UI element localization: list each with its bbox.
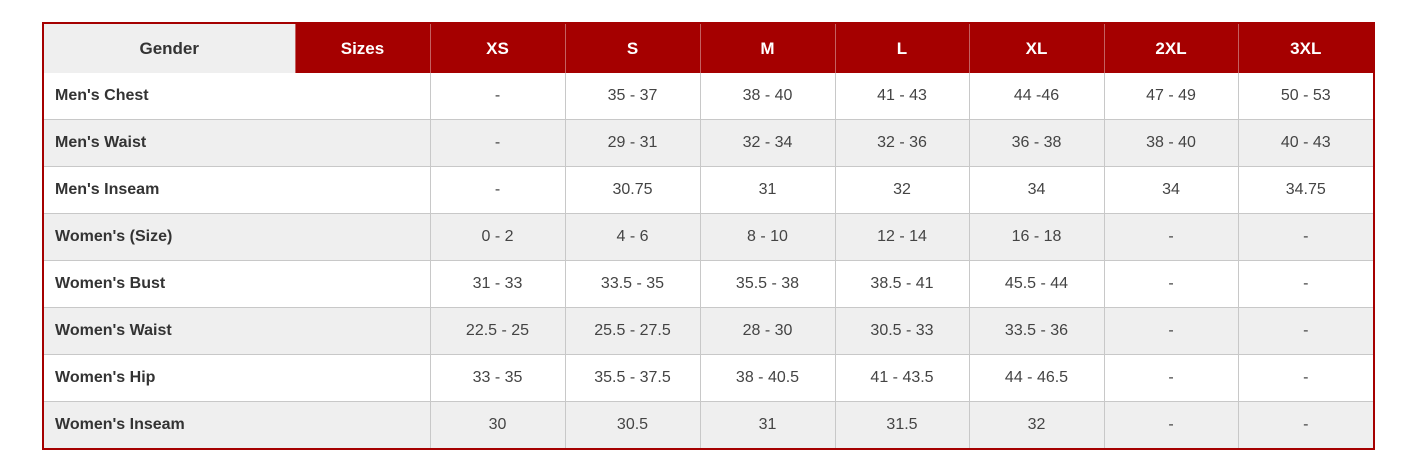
cell: 34 bbox=[1103, 166, 1238, 214]
header-cell: XS bbox=[429, 23, 565, 73]
cell: - bbox=[1237, 307, 1374, 355]
header-cell: XL bbox=[968, 23, 1104, 73]
row-label: Men's Waist bbox=[43, 119, 430, 167]
row-label: Men's Chest bbox=[43, 73, 430, 120]
cell: 8 - 10 bbox=[699, 213, 835, 261]
cell: 34.75 bbox=[1237, 166, 1374, 214]
cell: 30.5 - 33 bbox=[834, 307, 969, 355]
table-body: Men's Chest -35 - 37 38 - 40 41 - 43 44 -46 4… bbox=[43, 73, 1374, 449]
row-label: Women's Hip bbox=[43, 354, 430, 402]
header-cell: M bbox=[699, 23, 835, 73]
header-cell: L bbox=[834, 23, 969, 73]
cell: 41 - 43 bbox=[834, 73, 969, 120]
header-cell: 3XL bbox=[1237, 23, 1374, 73]
cell: 45.5 - 44 bbox=[968, 260, 1104, 308]
cell: 31 bbox=[699, 401, 835, 449]
cell: - bbox=[429, 166, 565, 214]
cell: 44 -46 bbox=[968, 73, 1104, 120]
cell: 36 - 38 bbox=[968, 119, 1104, 167]
row-label: Women's Waist bbox=[43, 307, 430, 355]
cell: - bbox=[1237, 213, 1374, 261]
cell: - bbox=[429, 73, 565, 120]
row-label: Women's (Size) bbox=[43, 213, 430, 261]
size-chart: Gender Sizes XS S M L XL 2XL 3XL Men's Chest -35 … bbox=[42, 22, 1375, 450]
cell: 4 - 6 bbox=[564, 213, 700, 261]
header-cell: S bbox=[564, 23, 700, 73]
cell: 38.5 - 41 bbox=[834, 260, 969, 308]
header-cell: Gender bbox=[43, 23, 295, 73]
table-row: Men's Chest -35 - 37 38 - 40 41 - 43 44 -46 4… bbox=[43, 73, 1374, 120]
cell: 41 - 43.5 bbox=[834, 354, 969, 402]
table-row: Men's Inseam -30.75 31 32 34 34 34.75 bbox=[43, 166, 1374, 214]
cell: - bbox=[1237, 354, 1374, 402]
header-row: Gender Sizes XS S M L XL 2XL 3XL bbox=[43, 23, 1374, 73]
cell: 33.5 - 36 bbox=[968, 307, 1104, 355]
cell: - bbox=[1103, 354, 1238, 402]
cell: 30.75 bbox=[564, 166, 700, 214]
cell: 32 bbox=[834, 166, 969, 214]
cell: 44 - 46.5 bbox=[968, 354, 1104, 402]
cell: - bbox=[1237, 401, 1374, 449]
cell: 12 - 14 bbox=[834, 213, 969, 261]
cell: 31 bbox=[699, 166, 835, 214]
cell: 32 bbox=[968, 401, 1104, 449]
cell: 25.5 - 27.5 bbox=[564, 307, 700, 355]
cell: 35.5 - 38 bbox=[699, 260, 835, 308]
row-label: Men's Inseam bbox=[43, 166, 430, 214]
cell: 40 - 43 bbox=[1237, 119, 1374, 167]
header-cell: Sizes bbox=[294, 23, 430, 73]
cell: 38 - 40 bbox=[699, 73, 835, 120]
cell: - bbox=[1103, 213, 1238, 261]
header-cell: 2XL bbox=[1103, 23, 1238, 73]
table-row: Women's Waist 22.5 - 25 25.5 - 27.5 28 - 30… bbox=[43, 307, 1374, 355]
cell: 16 - 18 bbox=[968, 213, 1104, 261]
cell: - bbox=[1103, 307, 1238, 355]
table-row: Women's Bust 31 - 33 33.5 - 35 35.5 - 38 38.… bbox=[43, 260, 1374, 308]
table-row: Men's Waist -29 - 31 32 - 34 32 - 36 36 - 38… bbox=[43, 119, 1374, 167]
cell: 30.5 bbox=[564, 401, 700, 449]
cell: 29 - 31 bbox=[564, 119, 700, 167]
cell: 32 - 36 bbox=[834, 119, 969, 167]
cell: 31 - 33 bbox=[429, 260, 565, 308]
row-label: Women's Bust bbox=[43, 260, 430, 308]
cell: 34 bbox=[968, 166, 1104, 214]
row-label: Women's Inseam bbox=[43, 401, 430, 449]
cell: 33.5 - 35 bbox=[564, 260, 700, 308]
table-row: Women's Hip 33 - 35 35.5 - 37.5 38 - 40.5 41… bbox=[43, 354, 1374, 402]
cell: 22.5 - 25 bbox=[429, 307, 565, 355]
table-row: Women's Inseam 30 30.5 31 31.5 32- - bbox=[43, 401, 1374, 449]
cell: - bbox=[1237, 260, 1374, 308]
cell: 0 - 2 bbox=[429, 213, 565, 261]
cell: 31.5 bbox=[834, 401, 969, 449]
cell: 30 bbox=[429, 401, 565, 449]
cell: 47 - 49 bbox=[1103, 73, 1238, 120]
cell: 35.5 - 37.5 bbox=[564, 354, 700, 402]
cell: - bbox=[429, 119, 565, 167]
cell: - bbox=[1103, 401, 1238, 449]
cell: 35 - 37 bbox=[564, 73, 700, 120]
cell: 28 - 30 bbox=[699, 307, 835, 355]
cell: 32 - 34 bbox=[699, 119, 835, 167]
cell: 50 - 53 bbox=[1237, 73, 1374, 120]
cell: 33 - 35 bbox=[429, 354, 565, 402]
cell: 38 - 40.5 bbox=[699, 354, 835, 402]
cell: - bbox=[1103, 260, 1238, 308]
cell: 38 - 40 bbox=[1103, 119, 1238, 167]
